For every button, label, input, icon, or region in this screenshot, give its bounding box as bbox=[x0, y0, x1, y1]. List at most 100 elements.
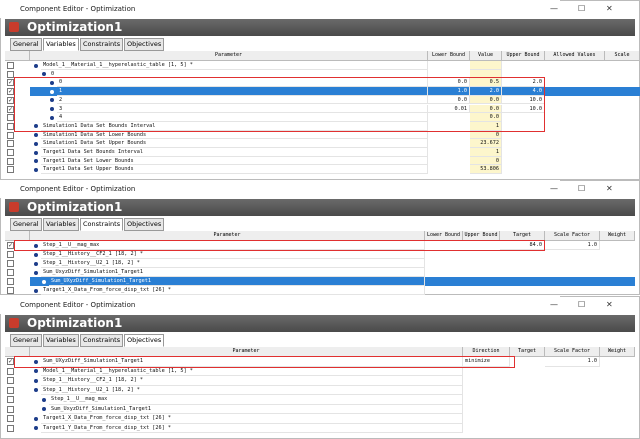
checkbox[interactable]: ✓ bbox=[7, 88, 14, 96]
tree-node bbox=[34, 141, 38, 146]
highlight-box bbox=[14, 356, 515, 368]
column-header: Upper Bound bbox=[502, 51, 545, 61]
window-button[interactable]: — bbox=[550, 300, 558, 309]
tree-node bbox=[34, 369, 38, 373]
tree-node bbox=[42, 407, 46, 411]
checkbox[interactable] bbox=[7, 149, 14, 156]
checkbox[interactable] bbox=[7, 396, 14, 403]
table-cell: Model_1__Material_1__hyperelastic_table … bbox=[41, 366, 463, 376]
table-cell: 2 bbox=[57, 95, 428, 105]
table-cell: Step_1__U__mag_max bbox=[41, 241, 425, 250]
checkbox[interactable] bbox=[7, 166, 14, 174]
header-icon bbox=[9, 202, 19, 212]
column-header: Scale bbox=[605, 51, 640, 61]
tab[interactable]: Variables bbox=[43, 38, 79, 51]
table-cell: 0.01 bbox=[428, 104, 470, 114]
checkbox[interactable] bbox=[7, 386, 14, 394]
checkbox[interactable] bbox=[7, 260, 14, 267]
checkbox[interactable]: ✓ bbox=[7, 105, 14, 113]
checkbox[interactable] bbox=[7, 415, 14, 422]
table-cell bbox=[470, 61, 502, 70]
tab[interactable]: Objectives bbox=[124, 218, 165, 231]
tree-node bbox=[50, 80, 54, 85]
table-cell: 1 bbox=[57, 87, 428, 96]
table-cell: 23.672 bbox=[470, 139, 502, 148]
table-cell: Sum_UXyzDiff_Simulation1_Target1 bbox=[49, 277, 425, 286]
column-header: Lower Bound bbox=[428, 51, 470, 61]
table-cell: Step_1__History__U2_1 [18, 2] * bbox=[41, 259, 425, 268]
table-cell: 0.0 bbox=[470, 113, 502, 122]
checkbox[interactable]: ✓ bbox=[7, 96, 14, 104]
checkbox[interactable]: ✓ bbox=[7, 358, 14, 365]
highlight-box bbox=[14, 240, 545, 251]
table-cell: 1 bbox=[470, 148, 502, 157]
tree-node bbox=[50, 107, 54, 111]
tab[interactable]: General bbox=[10, 334, 42, 347]
window-title: Component Editor - Optimization bbox=[0, 0, 560, 18]
tab[interactable]: General bbox=[10, 218, 42, 231]
tree-node bbox=[34, 167, 38, 172]
tab[interactable]: Objectives bbox=[124, 38, 165, 51]
checkbox[interactable] bbox=[7, 70, 14, 78]
header-icon bbox=[9, 22, 19, 32]
checkbox[interactable] bbox=[7, 62, 14, 69]
window-button[interactable]: ☐ bbox=[578, 4, 586, 13]
table-cell: 0 bbox=[470, 130, 502, 140]
tree-node bbox=[42, 279, 46, 284]
tree-node bbox=[34, 378, 38, 383]
tab[interactable]: General bbox=[10, 38, 42, 51]
checkbox[interactable] bbox=[7, 424, 14, 432]
tab[interactable]: Constraints bbox=[80, 38, 124, 51]
table-cell: Target1 Data Set Bounds Interval bbox=[41, 148, 428, 157]
tree-node bbox=[34, 252, 38, 257]
checkbox[interactable] bbox=[7, 278, 14, 285]
table-cell: Sum_UxyzDiff_Simulation1_Target1 bbox=[49, 404, 463, 414]
table-cell: 1.0 bbox=[545, 357, 600, 367]
checkbox[interactable] bbox=[7, 251, 14, 258]
tree-node bbox=[42, 397, 46, 402]
checkbox[interactable] bbox=[7, 140, 14, 148]
table-cell: 0 bbox=[57, 78, 428, 88]
table-cell: Step_1__History__CF2_1 [18, 2] * bbox=[41, 250, 425, 259]
checkbox[interactable] bbox=[7, 377, 14, 384]
checkbox[interactable]: ✓ bbox=[7, 79, 14, 87]
tree-node bbox=[34, 261, 38, 266]
window-button[interactable]: — bbox=[550, 4, 558, 13]
window-button[interactable]: ☐ bbox=[578, 300, 586, 309]
checkbox[interactable]: ✓ bbox=[7, 242, 14, 249]
table-cell: 0.0 bbox=[428, 78, 470, 88]
tree-node bbox=[34, 416, 38, 421]
tab[interactable]: Objectives bbox=[124, 334, 165, 347]
window-button[interactable]: ✕ bbox=[606, 300, 613, 309]
checkbox[interactable] bbox=[7, 287, 14, 294]
checkbox[interactable] bbox=[7, 405, 14, 413]
editor-header: Optimization1 bbox=[5, 199, 635, 216]
checkbox[interactable] bbox=[7, 269, 14, 276]
column-header: Allowed Values bbox=[545, 51, 605, 61]
column-header: Scale Factor bbox=[545, 347, 600, 357]
tree-node bbox=[34, 63, 38, 68]
table-cell: Sum_UXyzDiff_Simulation1_Target1 bbox=[41, 357, 463, 367]
window-button[interactable]: — bbox=[550, 184, 558, 193]
editor-header: Optimization1 bbox=[5, 19, 635, 36]
table-cell: Step_1__History__U2_1 [18, 2] * bbox=[41, 385, 463, 395]
table-cell: 2.0 bbox=[470, 87, 502, 96]
checkbox[interactable] bbox=[7, 122, 14, 130]
window-button[interactable]: ☐ bbox=[578, 184, 586, 193]
checkbox[interactable] bbox=[7, 367, 14, 375]
table-cell: 1.0 bbox=[545, 241, 600, 250]
tab[interactable]: Constraints bbox=[80, 334, 124, 347]
window-title: Component Editor - Optimization bbox=[0, 296, 560, 314]
table-cell: minimize bbox=[463, 357, 510, 367]
checkbox[interactable] bbox=[7, 131, 14, 139]
table-cell: 0.0 bbox=[470, 104, 502, 114]
tab[interactable]: Variables bbox=[43, 218, 79, 231]
tab[interactable]: Variables bbox=[43, 334, 79, 347]
window-button[interactable]: ✕ bbox=[606, 184, 613, 193]
tab[interactable]: Constraints bbox=[80, 218, 124, 231]
window-button[interactable]: ✕ bbox=[606, 4, 613, 13]
checkbox[interactable] bbox=[7, 114, 14, 122]
tree-node bbox=[34, 243, 38, 248]
checkbox[interactable] bbox=[7, 157, 14, 165]
